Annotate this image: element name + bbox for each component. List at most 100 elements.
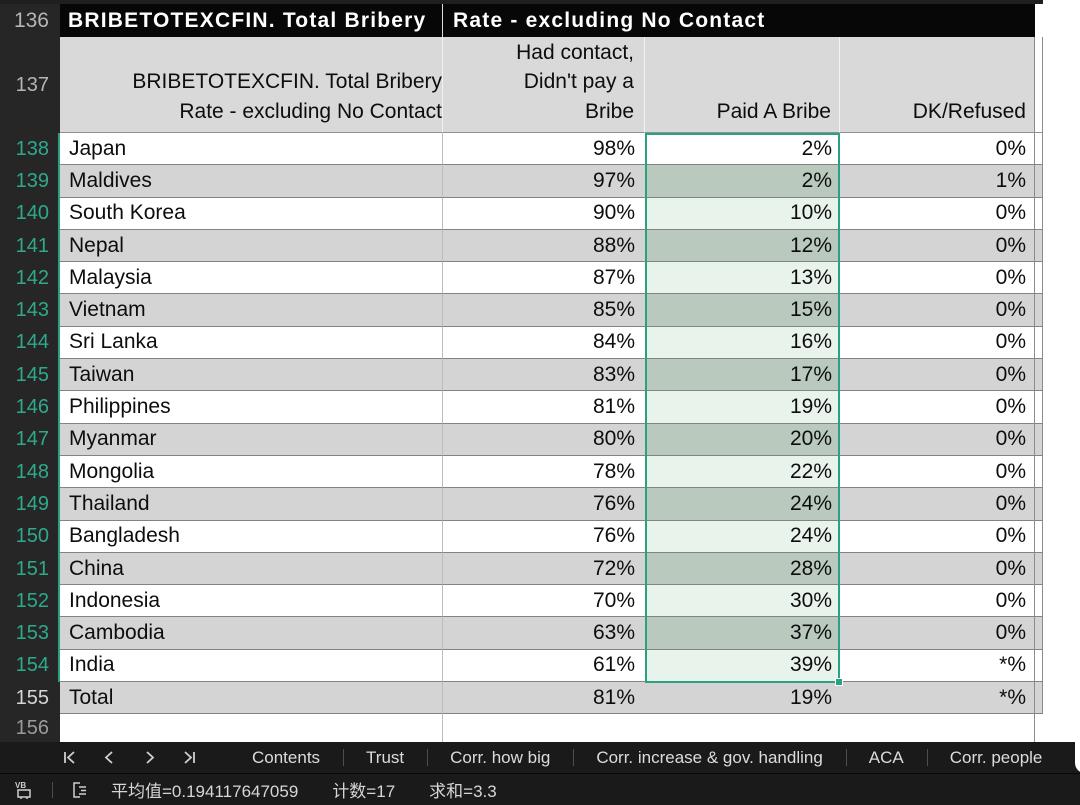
no-bribe-value-cell[interactable]: 78% [443, 455, 645, 489]
no-bribe-value-cell[interactable]: 97% [443, 165, 645, 198]
header-no-bribe-cell[interactable]: Had contact, Didn't pay a Bribe [443, 37, 645, 133]
country-cell[interactable]: China [60, 552, 443, 586]
country-cell[interactable]: Maldives [60, 165, 443, 198]
total-no-bribe-cell[interactable]: 81% [443, 682, 645, 715]
no-bribe-value-cell[interactable]: 88% [443, 229, 645, 263]
dk-refused-value-cell[interactable]: 0% [840, 488, 1035, 521]
row-header[interactable]: 142 [0, 262, 60, 295]
paid-bribe-value-cell[interactable]: 20% [645, 423, 840, 456]
row-header-136[interactable]: 136 [0, 4, 60, 37]
fill-handle[interactable] [835, 678, 843, 686]
total-label-cell[interactable]: Total [60, 682, 443, 715]
last-sheet-icon[interactable] [182, 750, 197, 765]
no-bribe-value-cell[interactable]: 70% [443, 585, 645, 618]
first-sheet-icon[interactable] [62, 750, 77, 765]
dk-refused-value-cell[interactable]: 0% [840, 133, 1035, 166]
row-header[interactable]: 140 [0, 197, 60, 230]
total-paid-bribe-cell[interactable]: 19% [645, 682, 840, 715]
outline-view-icon[interactable] [67, 780, 93, 800]
country-cell[interactable]: Japan [60, 133, 443, 166]
empty-cell[interactable] [443, 714, 645, 742]
country-cell[interactable]: Sri Lanka [60, 326, 443, 360]
sheet-tab-corr-people[interactable]: Corr. people [926, 742, 1066, 773]
country-cell[interactable]: India [60, 649, 443, 683]
dk-refused-value-cell[interactable]: 0% [840, 617, 1035, 650]
row-header[interactable]: 149 [0, 488, 60, 521]
dk-refused-value-cell[interactable]: 1% [840, 165, 1035, 198]
country-cell[interactable]: Nepal [60, 229, 443, 263]
dk-refused-value-cell[interactable]: 0% [840, 520, 1035, 553]
no-bribe-value-cell[interactable]: 80% [443, 423, 645, 456]
country-cell[interactable]: Malaysia [60, 262, 443, 295]
no-bribe-value-cell[interactable]: 87% [443, 262, 645, 295]
no-bribe-value-cell[interactable]: 85% [443, 294, 645, 327]
paid-bribe-value-cell[interactable]: 16% [645, 326, 840, 360]
paid-bribe-value-cell[interactable]: 15% [645, 294, 840, 327]
paid-bribe-value-cell[interactable]: 17% [645, 359, 840, 392]
paid-bribe-value-cell[interactable]: 19% [645, 391, 840, 424]
dk-refused-value-cell[interactable]: 0% [840, 391, 1035, 424]
paid-bribe-value-cell[interactable]: 37% [645, 617, 840, 650]
country-cell[interactable]: Indonesia [60, 585, 443, 618]
header-dk-refused-cell[interactable]: DK/Refused [840, 37, 1035, 133]
macro-record-icon[interactable]: VB [12, 780, 38, 800]
no-bribe-value-cell[interactable]: 61% [443, 649, 645, 683]
country-cell[interactable]: Philippines [60, 391, 443, 424]
country-cell[interactable]: Thailand [60, 488, 443, 521]
paid-bribe-value-cell[interactable]: 39% [645, 649, 840, 683]
dk-refused-value-cell[interactable]: 0% [840, 455, 1035, 489]
header-question-cell[interactable]: BRIBETOTEXCFIN. Total Bribery Rate - exc… [60, 37, 443, 133]
row-header-137[interactable]: 137 [0, 37, 60, 133]
row-header-155[interactable]: 155 [0, 682, 60, 715]
sheet-tab-corr-how-big[interactable]: Corr. how big [427, 742, 573, 773]
sheet-tab-trust[interactable]: Trust [343, 742, 427, 773]
row-header[interactable]: 154 [0, 649, 60, 683]
no-bribe-value-cell[interactable]: 76% [443, 488, 645, 521]
paid-bribe-value-cell[interactable]: 22% [645, 455, 840, 489]
country-cell[interactable]: Myanmar [60, 423, 443, 456]
row-header[interactable]: 141 [0, 229, 60, 263]
no-bribe-value-cell[interactable]: 63% [443, 617, 645, 650]
row-header[interactable]: 152 [0, 585, 60, 618]
paid-bribe-value-cell[interactable]: 28% [645, 552, 840, 586]
country-cell[interactable]: South Korea [60, 197, 443, 230]
dk-refused-value-cell[interactable]: *% [840, 649, 1035, 683]
no-bribe-value-cell[interactable]: 98% [443, 133, 645, 166]
paid-bribe-value-cell[interactable]: 30% [645, 585, 840, 618]
dk-refused-value-cell[interactable]: 0% [840, 197, 1035, 230]
country-cell[interactable]: Vietnam [60, 294, 443, 327]
sheet-tab-bribery-active[interactable]: Bribery [1075, 742, 1080, 773]
dk-refused-value-cell[interactable]: 0% [840, 423, 1035, 456]
dk-refused-value-cell[interactable]: 0% [840, 552, 1035, 586]
sheet-tab-aca[interactable]: ACA [845, 742, 927, 773]
dk-refused-value-cell[interactable]: 0% [840, 585, 1035, 618]
dk-refused-value-cell[interactable]: 0% [840, 294, 1035, 327]
row-header[interactable]: 148 [0, 455, 60, 489]
no-bribe-value-cell[interactable]: 72% [443, 552, 645, 586]
paid-bribe-value-cell[interactable]: 12% [645, 229, 840, 263]
paid-bribe-value-cell[interactable]: 2% [645, 133, 840, 166]
dk-refused-value-cell[interactable]: 0% [840, 229, 1035, 263]
row-header[interactable]: 139 [0, 165, 60, 198]
country-cell[interactable]: Mongolia [60, 455, 443, 489]
row-header[interactable]: 153 [0, 617, 60, 650]
header-paid-bribe-cell[interactable]: Paid A Bribe [645, 37, 840, 133]
no-bribe-value-cell[interactable]: 76% [443, 520, 645, 553]
empty-cell[interactable] [60, 714, 443, 742]
row-header[interactable]: 145 [0, 359, 60, 392]
row-header[interactable]: 143 [0, 294, 60, 327]
row-header[interactable]: 144 [0, 326, 60, 360]
dk-refused-value-cell[interactable]: 0% [840, 262, 1035, 295]
no-bribe-value-cell[interactable]: 83% [443, 359, 645, 392]
question-title-cell[interactable]: BRIBETOTEXCFIN. Total Bribery Rate - exc… [60, 4, 1035, 37]
paid-bribe-value-cell[interactable]: 13% [645, 262, 840, 295]
previous-sheet-icon[interactable] [102, 750, 117, 765]
empty-cell[interactable] [645, 714, 840, 742]
no-bribe-value-cell[interactable]: 84% [443, 326, 645, 360]
sheet-tab-corr-increase[interactable]: Corr. increase & gov. handling [573, 742, 845, 773]
empty-cell[interactable] [840, 714, 1035, 742]
row-header[interactable]: 147 [0, 423, 60, 456]
row-header[interactable]: 146 [0, 391, 60, 424]
paid-bribe-value-cell[interactable]: 24% [645, 488, 840, 521]
no-bribe-value-cell[interactable]: 81% [443, 391, 645, 424]
